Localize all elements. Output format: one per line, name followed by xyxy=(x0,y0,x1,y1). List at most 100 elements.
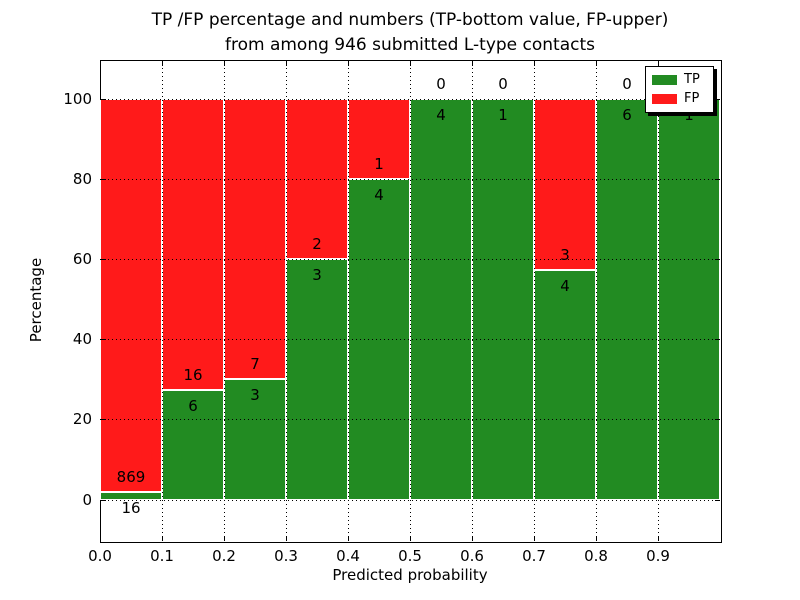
y-tick-label: 0 xyxy=(82,490,92,509)
gridline-vertical xyxy=(348,60,349,541)
gridline-vertical xyxy=(534,60,535,541)
tp-count-label: 4 xyxy=(436,105,446,124)
y-tick-label: 40 xyxy=(72,330,92,349)
y-tick-mark xyxy=(101,98,106,100)
x-tick-mark xyxy=(224,61,225,66)
x-tick-label: 0.0 xyxy=(88,547,112,565)
legend-row-fp: FP xyxy=(652,90,707,106)
fp-count-label: 1 xyxy=(374,154,384,173)
gridline-vertical xyxy=(596,60,597,541)
x-tick-mark xyxy=(100,536,101,541)
fp-legend-swatch-icon xyxy=(652,93,677,104)
y-tick-mark xyxy=(715,258,720,260)
x-tick-label: 0.2 xyxy=(212,547,236,565)
y-tick-mark xyxy=(715,178,720,180)
fp-legend-label: FP xyxy=(684,90,700,106)
tp-count-label: 6 xyxy=(622,105,632,124)
fp-count-label: 869 xyxy=(116,468,146,487)
tp-legend-swatch-icon xyxy=(652,75,677,86)
tp-count-label: 3 xyxy=(250,386,260,405)
tp-bar-segment xyxy=(162,390,224,500)
gridline-vertical xyxy=(410,60,411,541)
tp-bar-segment xyxy=(596,98,658,500)
legend-row-tp: TP xyxy=(652,73,707,87)
fp-bar-segment xyxy=(534,98,596,271)
tp-count-label: 1 xyxy=(684,105,694,124)
chart-title: TP /FP percentage and numbers (TP-bottom… xyxy=(152,8,669,58)
gridline-horizontal xyxy=(100,178,720,180)
fp-count-label: 2 xyxy=(312,234,322,253)
chart-title-line1: TP /FP percentage and numbers (TP-bottom… xyxy=(151,10,669,30)
x-tick-label: 0.6 xyxy=(460,547,484,565)
x-tick-mark xyxy=(596,536,597,541)
x-tick-mark xyxy=(534,61,535,66)
legend: TP FP xyxy=(645,66,714,113)
tp-count-label: 3 xyxy=(312,265,322,284)
y-tick-label: 60 xyxy=(72,249,92,268)
fp-count-label: 7 xyxy=(250,355,260,374)
tp-bar-segment xyxy=(658,98,720,500)
tp-count-label: 4 xyxy=(560,277,570,296)
y-axis-label: Percentage xyxy=(27,257,45,343)
x-tick-label: 0.7 xyxy=(522,547,546,565)
x-tick-label: 0.4 xyxy=(336,547,360,565)
x-tick-label: 0.5 xyxy=(398,547,422,565)
tp-count-label: 6 xyxy=(188,397,198,416)
y-tick-mark xyxy=(101,419,106,421)
x-tick-label: 0.8 xyxy=(584,547,608,565)
tp-count-label: 1 xyxy=(498,105,508,124)
x-tick-mark xyxy=(472,536,473,541)
fp-count-label: 0 xyxy=(498,74,508,93)
tp-bar-segment xyxy=(472,98,534,500)
chart-title-line2: from among 946 submitted L-type contacts xyxy=(224,35,596,55)
y-tick-mark xyxy=(101,339,106,341)
fp-bar-segment xyxy=(224,98,286,380)
tp-bar-segment xyxy=(286,258,348,500)
gridline-horizontal xyxy=(100,499,720,501)
y-tick-mark xyxy=(715,419,720,421)
x-tick-mark xyxy=(224,536,225,541)
y-tick-mark xyxy=(715,98,720,100)
x-tick-mark xyxy=(162,536,163,541)
y-tick-mark xyxy=(715,339,720,341)
gridline-horizontal xyxy=(100,419,720,421)
x-tick-mark xyxy=(286,61,287,66)
x-tick-label: 0.3 xyxy=(274,547,298,565)
gridline-vertical xyxy=(472,60,473,541)
tp-bar-segment xyxy=(534,270,596,500)
y-tick-label: 80 xyxy=(72,169,92,188)
x-tick-mark xyxy=(596,61,597,66)
y-tick-mark xyxy=(101,499,106,501)
fp-count-label: 3 xyxy=(560,246,570,265)
fp-count-label: 16 xyxy=(183,366,203,385)
x-tick-mark xyxy=(658,61,659,66)
x-tick-mark xyxy=(472,61,473,66)
tp-count-label: 4 xyxy=(374,185,384,204)
tp-bar-segment xyxy=(348,178,410,500)
fp-bar-segment xyxy=(286,98,348,259)
tp-legend-label: TP xyxy=(684,72,700,88)
x-tick-mark xyxy=(100,61,101,66)
gridline-vertical xyxy=(224,60,225,541)
gridline-horizontal xyxy=(100,258,720,260)
gridline-vertical xyxy=(286,60,287,541)
y-tick-label: 20 xyxy=(72,410,92,429)
x-tick-mark xyxy=(534,536,535,541)
x-tick-mark xyxy=(348,61,349,66)
x-tick-mark xyxy=(348,536,349,541)
fp-bar-segment xyxy=(100,98,162,493)
x-axis-label: Predicted probability xyxy=(332,566,488,584)
x-tick-label: 0.9 xyxy=(646,547,670,565)
gridline-horizontal xyxy=(100,98,720,100)
x-tick-mark xyxy=(162,61,163,66)
x-tick-mark xyxy=(658,536,659,541)
fp-bar-segment xyxy=(162,98,224,391)
fp-count-label: 0 xyxy=(622,74,632,93)
tp-bar-segment xyxy=(410,98,472,500)
x-tick-mark xyxy=(286,536,287,541)
x-tick-mark xyxy=(410,61,411,66)
tp-count-label: 16 xyxy=(121,499,141,518)
y-tick-label: 100 xyxy=(63,89,92,108)
y-tick-mark xyxy=(101,178,106,180)
